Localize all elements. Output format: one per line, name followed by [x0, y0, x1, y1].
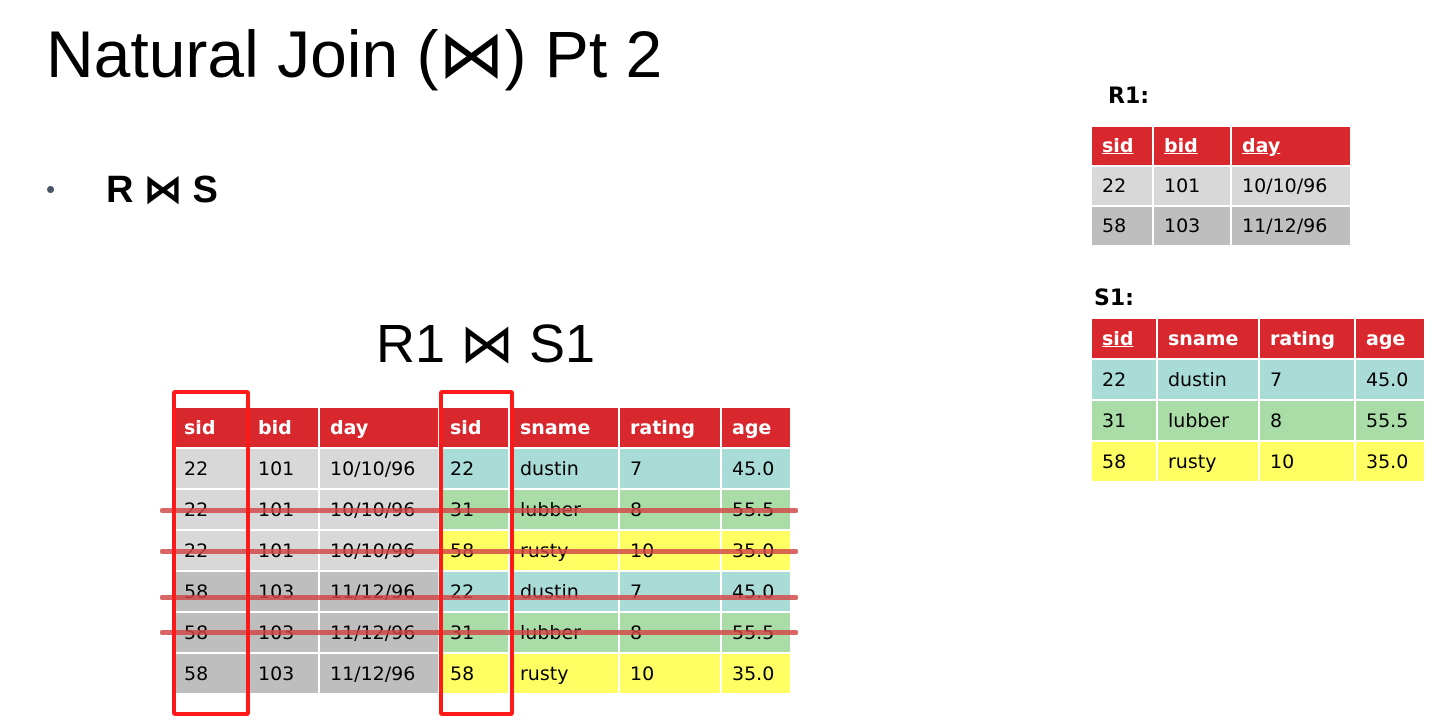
r1-header-sid: sid	[1092, 127, 1154, 167]
s1-header-sname: sname	[1158, 319, 1260, 360]
join-cell: 22	[174, 449, 248, 490]
strike-line	[160, 595, 798, 600]
r1-cell: 103	[1154, 207, 1232, 247]
join-header-sid: sid	[174, 408, 248, 449]
join-cell: 7	[620, 572, 722, 613]
join-header-rating: rating	[620, 408, 722, 449]
join-cell: 22	[440, 449, 510, 490]
join-cell: rusty	[510, 654, 620, 695]
r1-label: R1:	[1108, 84, 1150, 109]
s1-cell: dustin	[1158, 360, 1260, 401]
join-cell: 11/12/96	[320, 572, 440, 613]
s1-header-row: sid sname rating age	[1092, 319, 1426, 360]
table-row: 31 lubber 8 55.5	[1092, 401, 1426, 442]
join-header-bid: bid	[248, 408, 320, 449]
table-row: 22 101 10/10/96	[1092, 167, 1352, 207]
join-cell: 103	[248, 572, 320, 613]
s1-cell: 58	[1092, 442, 1158, 483]
join-cell: 7	[620, 449, 722, 490]
join-cell: dustin	[510, 449, 620, 490]
table-row: 22 dustin 7 45.0	[1092, 360, 1426, 401]
join-cell: 45.0	[722, 572, 792, 613]
bullet-text: R ⋈ S	[106, 168, 218, 211]
join-header-sid-2: sid	[440, 408, 510, 449]
r1-header-day: day	[1232, 127, 1352, 167]
sid-column-highlight	[172, 390, 250, 716]
sid-column-highlight	[439, 390, 514, 716]
join-cell: 101	[248, 449, 320, 490]
join-cell: 103	[248, 654, 320, 695]
join-cell: 45.0	[722, 449, 792, 490]
join-header-row: sid bid day sid sname rating age	[174, 408, 792, 449]
table-row: 58 103 11/12/96 58 rusty 10 35.0	[174, 654, 792, 695]
s1-header-sid: sid	[1092, 319, 1158, 360]
s1-cell: 22	[1092, 360, 1158, 401]
join-header-age: age	[722, 408, 792, 449]
s1-cell: 35.0	[1356, 442, 1426, 483]
s1-cell: lubber	[1158, 401, 1260, 442]
r1-header-row: sid bid day	[1092, 127, 1352, 167]
strike-line	[160, 630, 798, 635]
r1-cell: 10/10/96	[1232, 167, 1352, 207]
s1-cell: 45.0	[1356, 360, 1426, 401]
join-cell: 10	[620, 654, 722, 695]
r1-header-bid: bid	[1154, 127, 1232, 167]
join-result-title: R1 ⋈ S1	[376, 314, 596, 374]
join-cell: 10/10/96	[320, 449, 440, 490]
s1-cell: 10	[1260, 442, 1356, 483]
s1-cell: 55.5	[1356, 401, 1426, 442]
s1-label: S1:	[1094, 286, 1134, 311]
r1-cell: 101	[1154, 167, 1232, 207]
s1-header-rating: rating	[1260, 319, 1356, 360]
r1-cell: 11/12/96	[1232, 207, 1352, 247]
r1-cell: 58	[1092, 207, 1154, 247]
s1-header-age: age	[1356, 319, 1426, 360]
join-cell: 11/12/96	[320, 654, 440, 695]
join-cell: 35.0	[722, 654, 792, 695]
table-row: 58 103 11/12/96	[1092, 207, 1352, 247]
table-row: 22 101 10/10/96 22 dustin 7 45.0	[174, 449, 792, 490]
bullet-icon: •	[46, 173, 56, 204]
r1-cell: 22	[1092, 167, 1154, 207]
slide-title: Natural Join (⋈) Pt 2	[46, 17, 663, 91]
join-cell: dustin	[510, 572, 620, 613]
s1-cell: 7	[1260, 360, 1356, 401]
s1-table: sid sname rating age 22 dustin 7 45.0 31…	[1092, 319, 1426, 483]
strike-line	[160, 508, 798, 513]
s1-cell: 8	[1260, 401, 1356, 442]
join-header-day: day	[320, 408, 440, 449]
bullet-item: • R ⋈ S	[46, 166, 218, 212]
table-row: 58 rusty 10 35.0	[1092, 442, 1426, 483]
s1-cell: rusty	[1158, 442, 1260, 483]
r1-table: sid bid day 22 101 10/10/96 58 103 11/12…	[1092, 127, 1352, 247]
join-header-sname: sname	[510, 408, 620, 449]
strike-line	[160, 549, 798, 554]
s1-cell: 31	[1092, 401, 1158, 442]
join-cell: 22	[440, 572, 510, 613]
join-cell: 58	[440, 654, 510, 695]
